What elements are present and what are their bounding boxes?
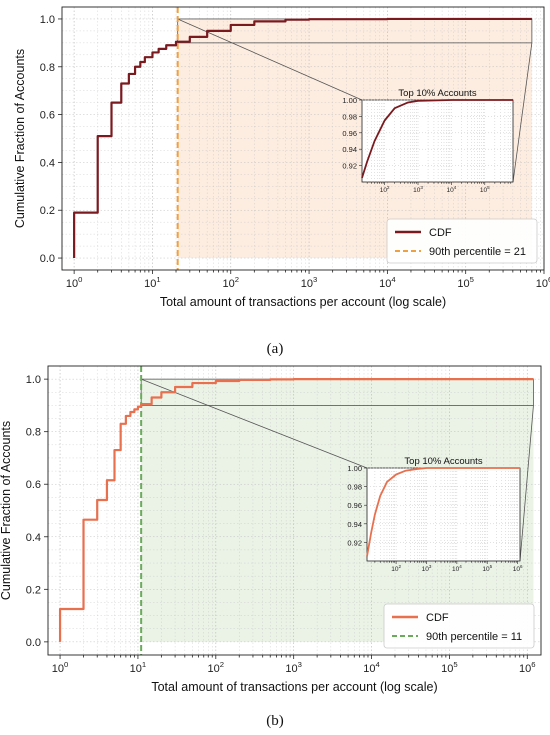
- inset-cdf-line: [361, 99, 513, 179]
- y-tick-label: 0.2: [40, 205, 55, 217]
- inset-y-tick-label: 0.92: [347, 538, 362, 547]
- x-tick-label: 100: [52, 660, 69, 675]
- inset-chart: 0.92 0.94 0.96 0.98 1.00 102 103 104 105 106 Top 1…: [347, 456, 523, 573]
- x-tick-label: 106: [536, 275, 550, 290]
- inset-x-tick-label: 104: [447, 185, 457, 194]
- x-axis-label: Total amount of transactions per account…: [160, 295, 446, 309]
- zoom-connector: [512, 42, 533, 183]
- x-axis-label: Total amount of transactions per account…: [151, 680, 437, 694]
- panel-caption: (a): [267, 341, 284, 357]
- inset-chart: 0.92 0.94 0.96 0.98 1.00 102 103 104 105 Top 10% …: [342, 88, 514, 194]
- y-tick-label: 1.0: [40, 14, 55, 26]
- cdf-line: [73, 17, 532, 259]
- inset-x-tick-label: 105: [480, 185, 490, 194]
- x-tick-label: 100: [66, 275, 83, 290]
- x-tick-label: 101: [144, 275, 161, 290]
- inset-x-tick-label: 105: [482, 564, 492, 573]
- y-tick-label: 0.8: [40, 62, 55, 74]
- inset-y-tick-label: 0.92: [342, 162, 357, 171]
- x-tick-label: 103: [301, 275, 318, 290]
- inset-y-tick-label: 0.96: [342, 129, 357, 138]
- inset-x-tick-label: 106: [513, 564, 523, 573]
- y-tick-label: 0.4: [26, 532, 41, 544]
- inset-x-tick-label: 102: [380, 185, 390, 194]
- x-tick-label: 102: [222, 275, 239, 290]
- inset-y-tick-label: 1.00: [342, 96, 357, 105]
- inset-y-tick-label: 0.94: [347, 520, 362, 529]
- x-tick-label: 105: [457, 275, 474, 290]
- legend: CDF 90th percentile = 11: [383, 603, 535, 649]
- y-axis-label: Cumulative Fraction of Accounts: [0, 421, 13, 600]
- inset-cdf-line: [366, 467, 520, 557]
- x-tick-label: 106: [519, 660, 536, 675]
- zoom-connector: [177, 18, 363, 101]
- inset-x-tick-label: 103: [422, 564, 432, 573]
- plot-frame: [61, 6, 545, 271]
- inset-title: Top 10% Accounts: [398, 88, 476, 99]
- x-tick-label: 103: [285, 660, 302, 675]
- y-tick-label: 0.8: [26, 427, 41, 439]
- zoom-connector: [141, 378, 368, 469]
- y-tick-label: 0.6: [26, 479, 41, 491]
- x-tick-label: 105: [441, 660, 458, 675]
- inset-y-tick-label: 0.94: [342, 145, 357, 154]
- legend-box: [383, 603, 535, 649]
- legend-label-percentile: 90th percentile = 11: [426, 631, 522, 643]
- legend-label-cdf: CDF: [426, 612, 449, 624]
- x-tick-label: 101: [130, 660, 147, 675]
- plot-frame: [47, 365, 542, 656]
- inset-x-tick-label: 104: [452, 564, 462, 573]
- chart-panel-a: 100 101 102 103 104 105 106 0.0 0.2 0.4 0.6 0.8 1.0 T…: [13, 6, 550, 357]
- y-tick-label: 0.2: [26, 584, 41, 596]
- legend: CDF 90th percentile = 21: [386, 218, 538, 264]
- inset-y-tick-label: 1.00: [347, 464, 362, 473]
- inset-title: Top 10% Accounts: [404, 456, 482, 467]
- y-tick-label: 0.4: [40, 157, 55, 169]
- x-tick-label: 102: [208, 660, 225, 675]
- x-tick-label: 104: [379, 275, 396, 290]
- inset-y-tick-label: 0.98: [342, 112, 357, 121]
- legend-box: [386, 218, 538, 264]
- y-tick-label: 1.0: [26, 374, 41, 386]
- y-tick-label: 0.6: [40, 110, 55, 122]
- panel-caption: (b): [266, 713, 284, 729]
- x-tick-label: 104: [363, 660, 380, 675]
- inset-frame: [366, 467, 521, 562]
- y-tick-label: 0.0: [26, 637, 41, 649]
- inset-x-tick-label: 103: [413, 185, 423, 194]
- chart-panel-b: 100 101 102 103 104 105 106 0.0 0.2 0.4 0.6 0.8 1.0 T…: [0, 365, 542, 729]
- legend-label-percentile: 90th percentile = 21: [429, 246, 526, 258]
- inset-y-tick-label: 0.96: [347, 501, 362, 510]
- inset-y-tick-label: 0.98: [347, 483, 362, 492]
- inset-frame: [361, 99, 514, 183]
- y-axis-label: Cumulative Fraction of Accounts: [13, 49, 27, 228]
- legend-label-cdf: CDF: [429, 227, 452, 239]
- zoom-connector: [519, 405, 534, 562]
- cdf-line: [58, 378, 534, 642]
- y-tick-label: 0.0: [40, 253, 55, 265]
- inset-x-tick-label: 102: [391, 564, 401, 573]
